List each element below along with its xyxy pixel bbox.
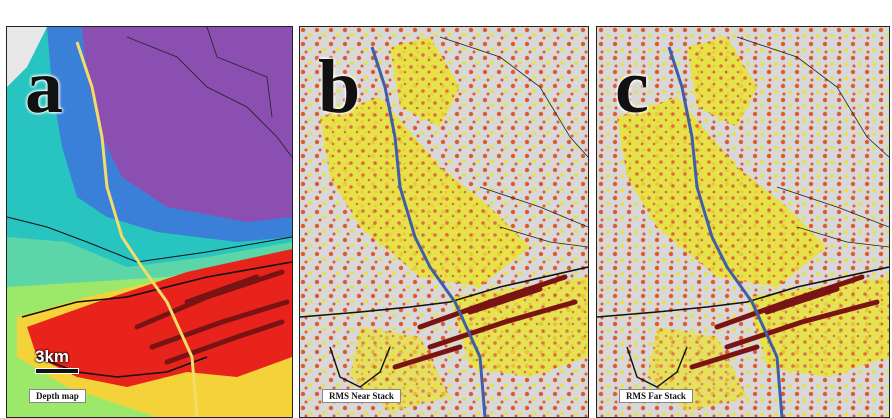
depth-map-panel: a 3km Depth map [6,26,293,418]
scale-bar-label: 3km [35,347,70,366]
fault-lines [392,274,578,370]
fault-lines [134,269,290,365]
panel-caption: Depth map [29,389,86,403]
rms-near-stack-panel: b RMS Near Stack [299,26,589,418]
panel-letter: a [25,45,63,129]
scale-bar: 3km [35,347,85,374]
rms-far-stack-panel: c RMS Far Stack [596,26,890,418]
panel-caption: RMS Near Stack [322,389,401,403]
panel-letter: b [318,45,361,129]
fault-lines [689,274,880,370]
scale-bar-line [35,368,79,374]
panel-letter: c [615,45,649,129]
rms-far-stack-image [597,27,889,417]
depth-map-image [7,27,292,417]
rms-near-stack-image [300,27,588,417]
well-track [75,41,199,417]
panel-caption: RMS Far Stack [619,389,693,403]
well-track [370,46,487,417]
well-track [667,46,784,417]
